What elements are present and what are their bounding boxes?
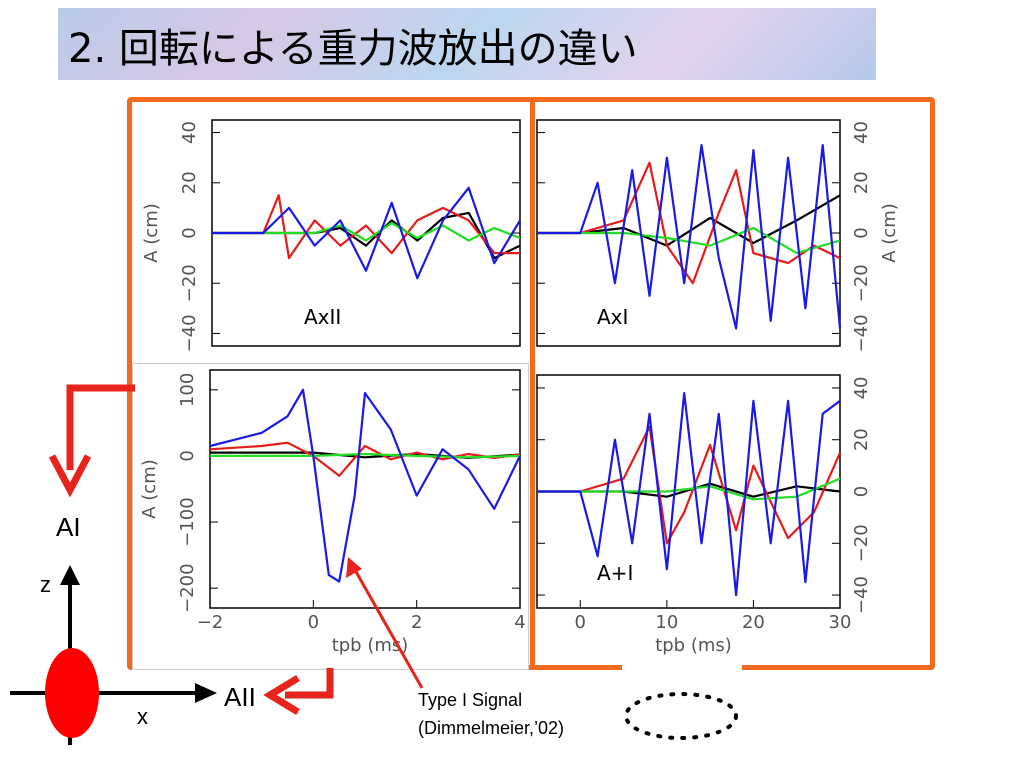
left-arrow-icon (285, 668, 334, 699)
y-tick-label: 100 (177, 373, 198, 407)
y-tick-label: 40 (851, 376, 872, 399)
y-axis-label: A (cm) (139, 459, 160, 519)
star-ellipse (45, 648, 99, 738)
chart-axii: −40 −20 0 20 40 A (cm) AxII (141, 119, 521, 352)
right-arrow-icon (195, 683, 217, 703)
x-tick-label: 10 (655, 612, 678, 633)
frame-gap (622, 660, 742, 680)
down-arrow-icon (66, 384, 135, 470)
plot-frame (209, 369, 521, 609)
y-tick-label: −40 (851, 576, 872, 614)
series-line-3 (212, 186, 521, 280)
dotted-ellipse-icon (624, 692, 738, 740)
panel-bottom-right (536, 365, 929, 663)
pointer-arrow-line (353, 569, 424, 689)
x-tick-label: 0 (575, 612, 586, 633)
x-tick-label: −2 (197, 612, 224, 633)
y-tick-label: −20 (851, 524, 872, 562)
chart-aii-plus: −200 −100 0 100 −2 0 2 4 A (cm) tpb (ms) (139, 369, 526, 656)
panel-label: AxI (597, 305, 628, 329)
chart-aplus-i: −40 −20 0 20 40 0 10 20 30 tpb (ms) A+I (536, 374, 872, 656)
y-tick-label: −40 (179, 314, 200, 352)
x-tick-label: 2 (411, 612, 422, 633)
y-tick-label: −100 (177, 497, 198, 546)
y-tick-label: 20 (179, 171, 200, 194)
aii-label: AII (224, 682, 256, 712)
x-label: x (137, 704, 148, 729)
x-tick-label: 4 (514, 612, 525, 633)
panel-label: A+I (597, 561, 633, 585)
y-tick-label: 0 (851, 227, 872, 238)
down-arrow-head (48, 454, 92, 498)
y-tick-label: 40 (851, 121, 872, 144)
panel-bottom-left (132, 363, 529, 670)
y-tick-label: 20 (851, 428, 872, 451)
up-arrow-icon (60, 565, 80, 585)
y-tick-label: 20 (851, 171, 872, 194)
series-line-3 (537, 144, 842, 330)
ai-label: AI (56, 512, 81, 542)
y-tick-label: −40 (851, 314, 872, 352)
y-tick-label: −20 (179, 264, 200, 302)
panel-label: AxII (304, 305, 341, 329)
note-citation: (Dimmelmeier,’02) (418, 718, 565, 738)
left-arrow-head (263, 675, 300, 715)
x-axis-label: tpb (ms) (655, 635, 732, 656)
x-tick-label: 0 (308, 612, 319, 633)
series-line-3 (537, 392, 841, 597)
y-axis-label: A (cm) (879, 203, 900, 263)
series-line-2 (212, 221, 521, 242)
series-line-1 (537, 161, 841, 285)
x-tick-label: 30 (829, 612, 852, 633)
x-axis-label: tpb (ms) (332, 635, 409, 656)
series-line-3 (209, 388, 521, 583)
pointer-arrow-head (346, 557, 362, 578)
z-label: z (40, 572, 51, 597)
y-tick-label: 0 (851, 486, 872, 497)
y-tick-label: −200 (177, 563, 198, 612)
title-bar: 2. 回転による重力波放出の違い (58, 8, 876, 80)
y-tick-label: 0 (179, 227, 200, 238)
y-tick-label: 40 (179, 121, 200, 144)
y-tick-label: 0 (177, 450, 198, 461)
series-line-0 (212, 211, 521, 260)
series-line-1 (212, 194, 520, 260)
x-tick-label: 20 (742, 612, 765, 633)
chart-axi: −40 −20 0 20 40 A (cm) AxI (536, 119, 900, 352)
note-type-signal: Type I Signal (418, 690, 523, 710)
series-line-1 (537, 425, 842, 545)
slide-title: 2. 回転による重力波放出の違い (68, 26, 638, 72)
y-axis-label: A (cm) (141, 203, 162, 263)
y-tick-label: −20 (851, 264, 872, 302)
series-line-2 (537, 477, 841, 501)
series-line-2 (210, 452, 521, 459)
series-line-1 (209, 441, 521, 477)
